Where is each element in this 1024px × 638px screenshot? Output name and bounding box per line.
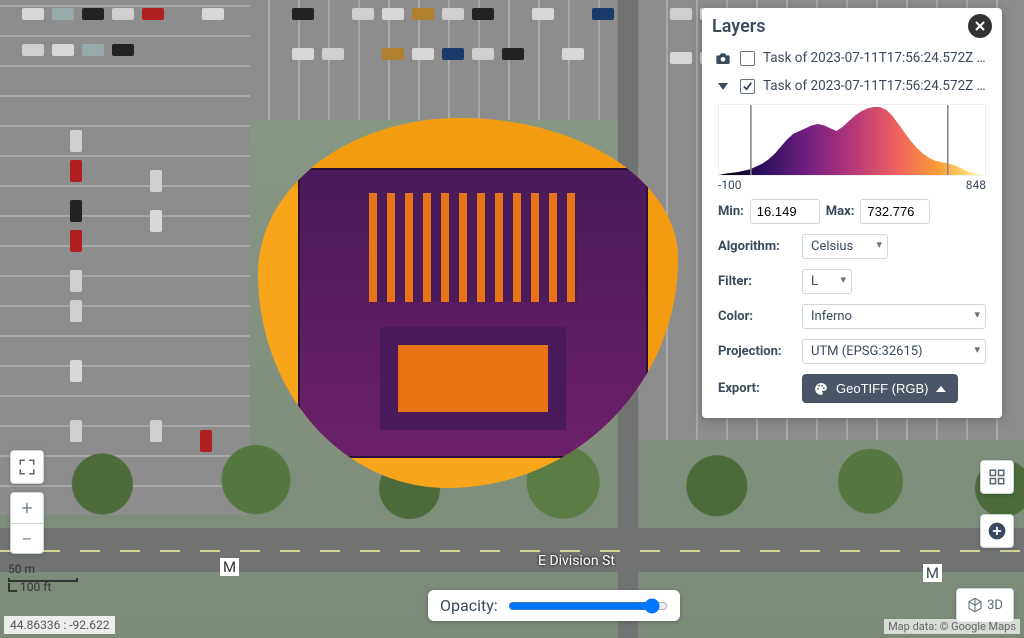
filter-select[interactable]: L bbox=[802, 269, 852, 294]
layer-checkbox[interactable] bbox=[740, 79, 755, 94]
camera-icon bbox=[714, 51, 732, 65]
unit-badge-right[interactable]: M bbox=[923, 564, 942, 582]
max-label: Max: bbox=[826, 204, 855, 219]
zoom-control: + − bbox=[10, 492, 44, 554]
filter-label: Filter: bbox=[718, 274, 794, 289]
scale-bar: 50 m 100 ft M bbox=[8, 562, 78, 594]
caret-up-icon bbox=[936, 386, 946, 392]
min-input[interactable] bbox=[750, 199, 820, 224]
view-3d-button[interactable]: 3D bbox=[956, 588, 1014, 622]
scale-imperial: 100 ft bbox=[20, 580, 51, 594]
histogram-min: -100 bbox=[718, 178, 742, 192]
coordinates-readout: 44.86336 : -92.622 bbox=[4, 616, 115, 634]
panel-title: Layers bbox=[712, 16, 766, 37]
layer-label: Task of 2023-07-11T17:56:24.572Z (Ca... bbox=[763, 50, 990, 66]
export-button-label: GeoTIFF (RGB) bbox=[836, 381, 928, 396]
street-label: E Division St bbox=[538, 553, 615, 569]
layout-grid-button[interactable] bbox=[980, 460, 1014, 494]
color-label: Color: bbox=[718, 309, 794, 324]
algorithm-select[interactable]: Celsius bbox=[802, 234, 888, 259]
add-layer-button[interactable] bbox=[980, 514, 1014, 548]
export-button[interactable]: GeoTIFF (RGB) bbox=[802, 374, 958, 403]
projection-label: Projection: bbox=[718, 344, 794, 359]
layer-checkbox[interactable] bbox=[740, 51, 755, 66]
unit-badge[interactable]: M bbox=[220, 558, 239, 576]
layer-row[interactable]: Task of 2023-07-11T17:56:24.572Z (Ca... bbox=[702, 44, 1002, 72]
layer-row[interactable]: Task of 2023-07-11T17:56:24.572Z (Plan..… bbox=[702, 72, 1002, 100]
palette-icon bbox=[814, 382, 828, 396]
map-viewport[interactable]: E Division St + − 50 m 100 ft M 44.86336… bbox=[0, 0, 1024, 638]
layers-panel: Layers Task of 2023-07-11T17:56:24.572Z … bbox=[702, 8, 1002, 418]
close-icon[interactable] bbox=[968, 14, 992, 38]
scale-metric: 50 m bbox=[8, 562, 35, 576]
fullscreen-button[interactable] bbox=[10, 450, 44, 484]
zoom-in-button[interactable]: + bbox=[10, 493, 44, 523]
algorithm-label: Algorithm: bbox=[718, 239, 794, 254]
parking-lot bbox=[0, 0, 250, 515]
min-label: Min: bbox=[718, 204, 744, 219]
opacity-control: Opacity: bbox=[428, 590, 680, 621]
zoom-out-button[interactable]: − bbox=[10, 523, 44, 553]
projection-select[interactable]: UTM (EPSG:32615) bbox=[802, 339, 986, 364]
export-label: Export: bbox=[718, 381, 794, 396]
color-select[interactable]: Inferno bbox=[802, 304, 986, 329]
view-3d-label: 3D bbox=[987, 598, 1003, 613]
histogram: -100 848 bbox=[702, 100, 1002, 194]
opacity-label: Opacity: bbox=[440, 596, 498, 615]
map-attribution: Map data: © Google Maps bbox=[884, 619, 1020, 634]
chevron-down-icon[interactable] bbox=[714, 83, 732, 90]
histogram-max: 848 bbox=[966, 178, 986, 192]
road bbox=[0, 528, 1024, 572]
thermal-overlay bbox=[258, 118, 678, 488]
opacity-slider[interactable] bbox=[508, 598, 668, 614]
max-input[interactable] bbox=[860, 199, 930, 224]
layer-label: Task of 2023-07-11T17:56:24.572Z (Plan..… bbox=[763, 78, 990, 94]
